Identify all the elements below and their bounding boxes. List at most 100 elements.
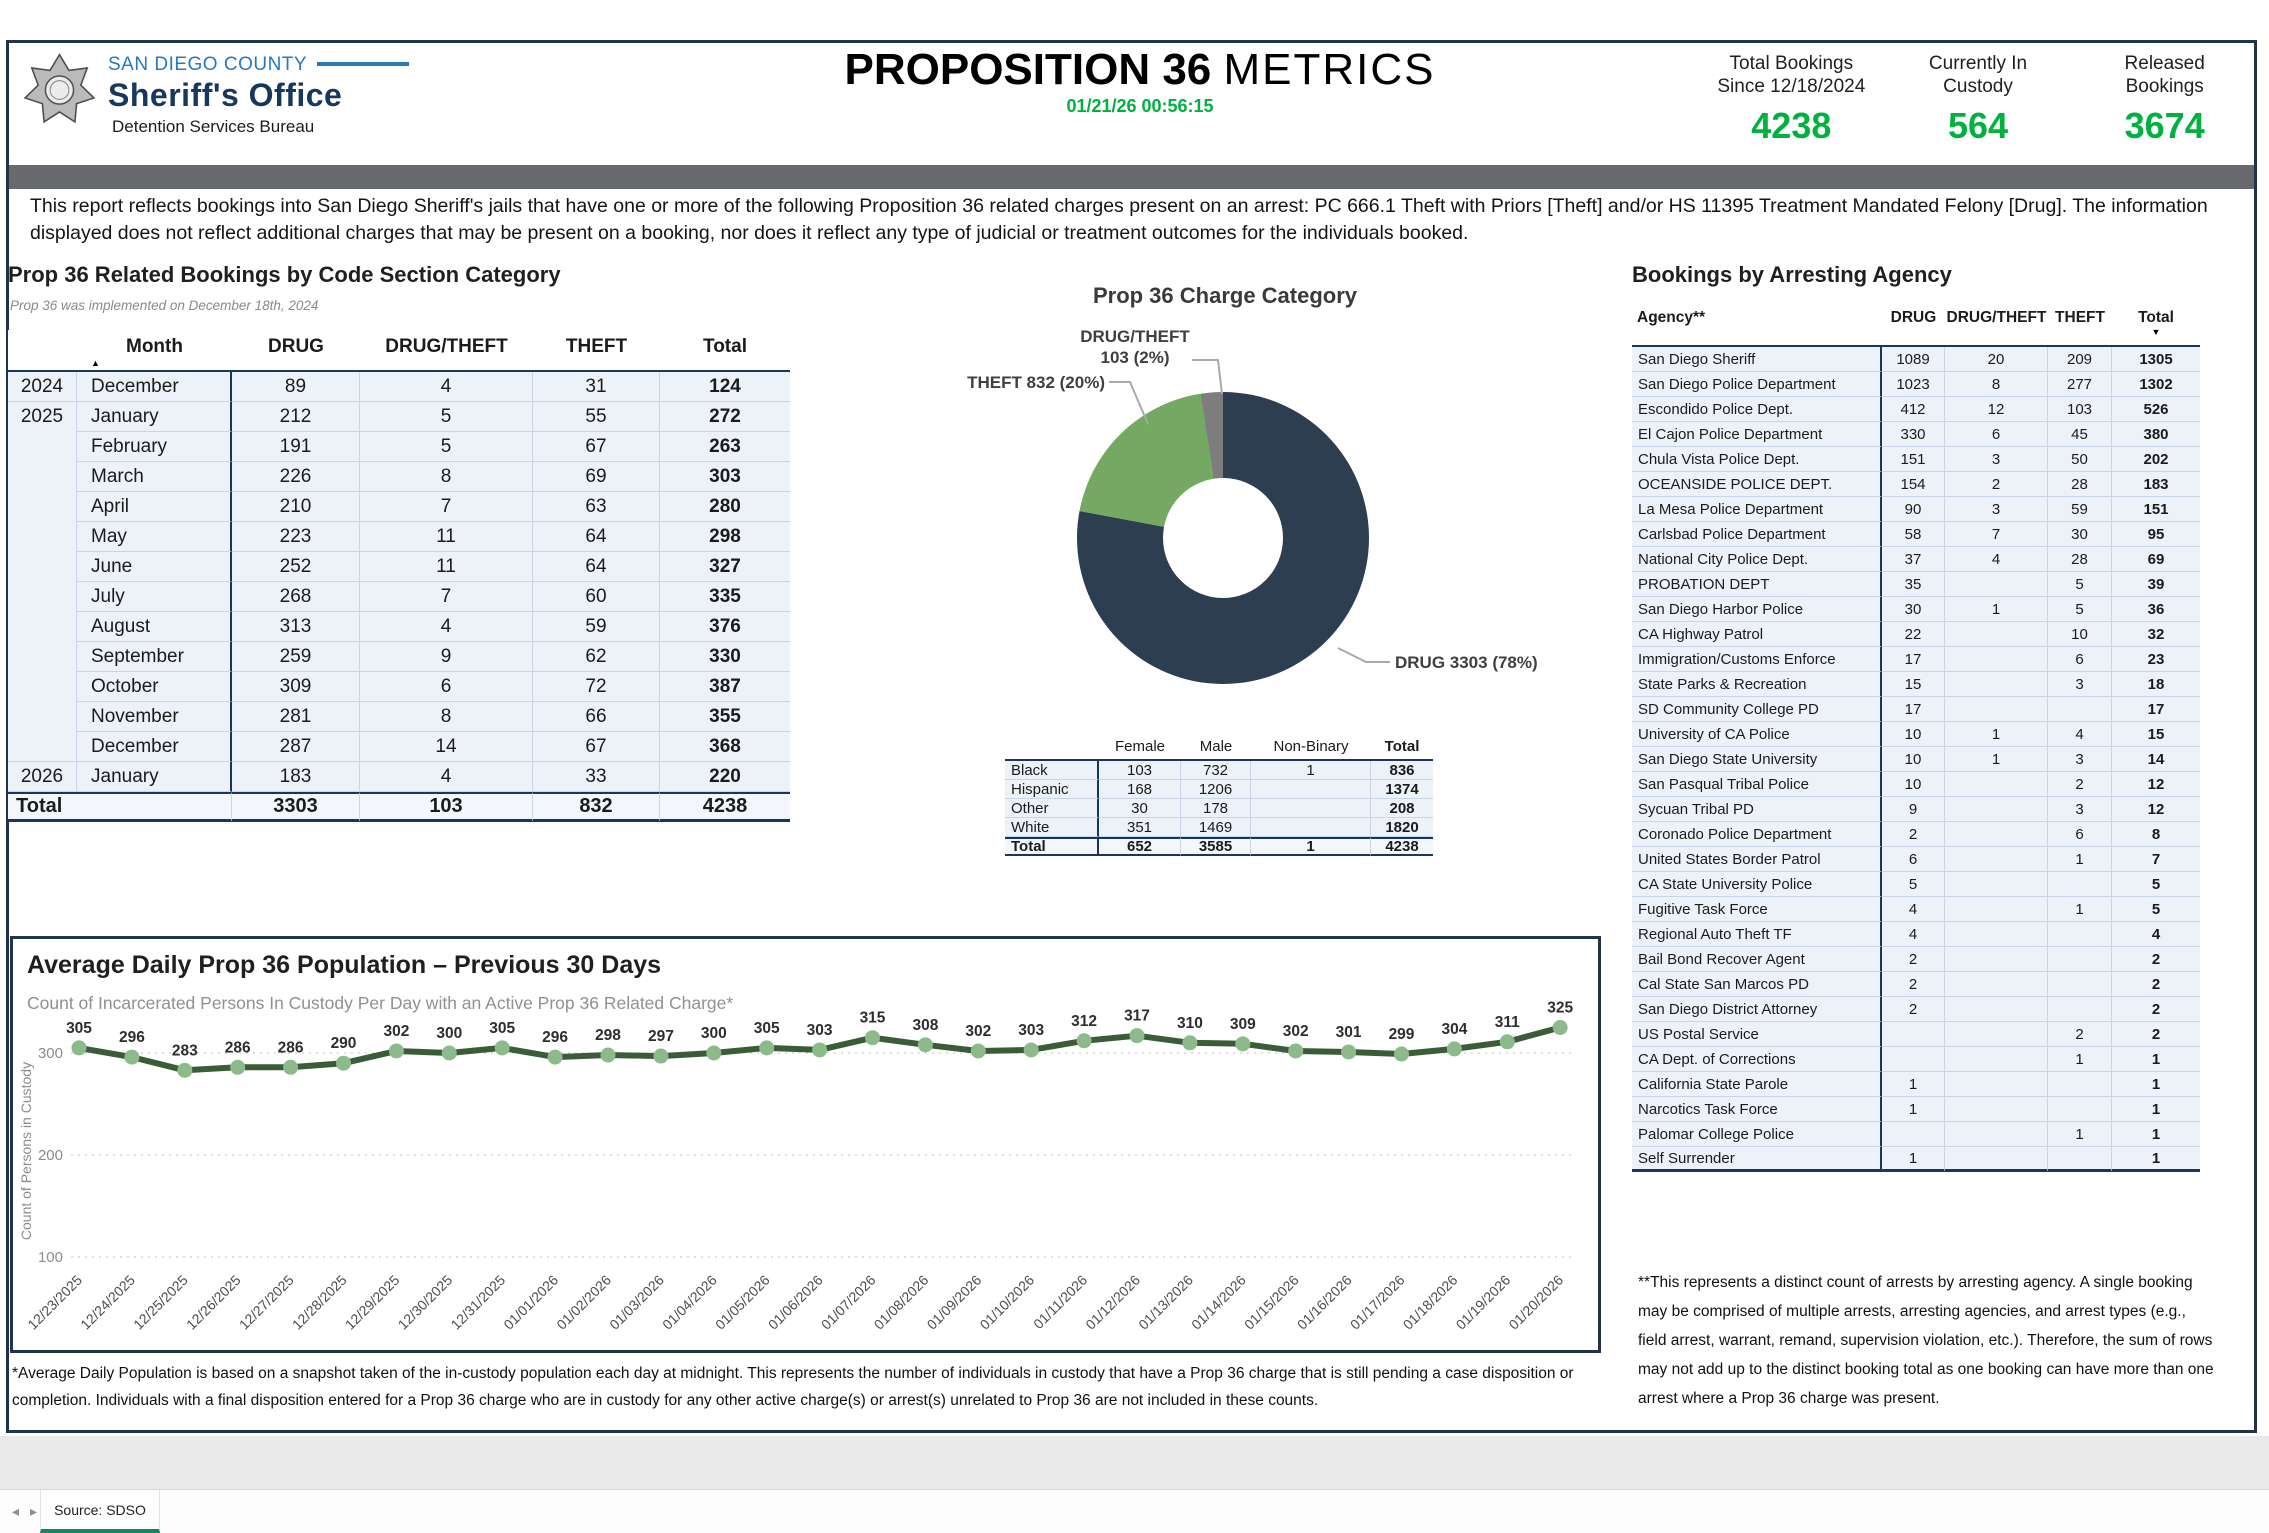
row-total-cell: 1305 (2112, 347, 2200, 372)
data-point-label: 305 (754, 1020, 780, 1037)
drug-cell: 151 (1882, 447, 1945, 472)
agency-cell: SD Community College PD (1632, 697, 1882, 722)
donut-label-drug: DRUG 3303 (78%) (1395, 653, 1538, 672)
column-header-Total[interactable]: Total ▼ (2112, 303, 2200, 347)
drug-theft-cell: 20 (1945, 347, 2048, 372)
data-point-marker (230, 1059, 246, 1075)
x-tick-label: 01/08/2026 (871, 1272, 932, 1333)
data-point-label: 283 (172, 1042, 198, 1059)
data-point-label: 296 (542, 1029, 568, 1046)
data-point-marker (336, 1055, 351, 1071)
county-text: SAN DIEGO COUNTY (108, 54, 308, 75)
drug-cell: 1 (1882, 1147, 1945, 1172)
kpi-stats: Total Bookings Since 12/18/2024 4238 Curr… (1698, 52, 2258, 147)
report-timestamp: 01/21/26 00:56:15 (1066, 96, 1214, 116)
theft-cell: 6 (2048, 822, 2112, 847)
previous-page-icon[interactable]: ◂ (12, 1503, 20, 1519)
adp-footnote: *Average Daily Population is based on a … (12, 1365, 1574, 1409)
drug-cell: 252 (232, 552, 360, 582)
drug-cell: 17 (1882, 697, 1945, 722)
data-point-label: 297 (648, 1028, 674, 1045)
total-drug-theft-cell: 103 (360, 792, 533, 822)
month-cell: March (77, 462, 232, 492)
column-header-blank (1005, 727, 1099, 761)
row-total-cell: 280 (660, 492, 790, 522)
theft-cell: 1 (2048, 847, 2112, 872)
x-tick-label: 01/06/2026 (765, 1272, 826, 1333)
theft-cell: 45 (2048, 422, 2112, 447)
theft-cell: 31 (533, 372, 660, 402)
data-point-label: 303 (807, 1022, 833, 1039)
data-point-label: 286 (278, 1039, 304, 1056)
drug-cell: 268 (232, 582, 360, 612)
drug-theft-cell: 5 (360, 432, 533, 462)
office-label: Sheriff's Office (108, 77, 343, 113)
drug-theft-cell (1945, 672, 2048, 697)
page-title-strong: PROPOSITION 36 (844, 45, 1212, 94)
column-header-label: Total (703, 336, 747, 357)
data-point-marker (1023, 1042, 1039, 1058)
row-total-cell: 368 (660, 732, 790, 762)
drug-cell: 259 (232, 642, 360, 672)
page-title-light: METRICS (1223, 45, 1436, 94)
year-cell (8, 642, 77, 672)
row-total-cell: 303 (660, 462, 790, 492)
column-header-Total: Total (660, 330, 790, 372)
row-total-cell: 124 (660, 372, 790, 402)
data-point-marker (1394, 1046, 1409, 1062)
drug-cell: 2 (1882, 947, 1945, 972)
agency-cell: San Diego State University (1632, 747, 1882, 772)
row-total-cell: 2 (2112, 1022, 2200, 1047)
theft-cell (2048, 922, 2112, 947)
agency-footnote: **This represents a distinct count of ar… (1638, 1274, 2214, 1407)
drug-cell: 5 (1882, 872, 1945, 897)
column-header-Month[interactable]: Month ▲ (77, 330, 232, 372)
agency-cell: Escondido Police Dept. (1632, 397, 1882, 422)
drug-theft-cell (1945, 1097, 2048, 1122)
drug-theft-cell (1945, 1122, 2048, 1147)
year-cell (8, 732, 77, 762)
row-total-cell: 2 (2112, 997, 2200, 1022)
x-tick-label: 01/09/2026 (924, 1272, 985, 1333)
drug-theft-cell (1945, 972, 2048, 997)
row-total-cell: 7 (2112, 847, 2200, 872)
x-tick-label: 12/27/2025 (236, 1272, 297, 1333)
drug-theft-cell: 3 (1945, 447, 2048, 472)
theft-cell: 209 (2048, 347, 2112, 372)
x-tick-label: 01/01/2026 (500, 1272, 561, 1333)
row-total-cell: 330 (660, 642, 790, 672)
total-female-cell: 652 (1099, 837, 1181, 856)
drug-cell: 1 (1882, 1072, 1945, 1097)
drug-theft-cell: 6 (360, 672, 533, 702)
theft-cell: 28 (2048, 547, 2112, 572)
data-point-marker (865, 1030, 880, 1046)
row-total-cell: 355 (660, 702, 790, 732)
logo-text-block: SAN DIEGO COUNTY Sheriff's Office Detent… (108, 54, 410, 137)
agency-table-title: Bookings by Arresting Agency (1632, 262, 1952, 287)
grand-total-cell: 4238 (660, 792, 790, 822)
x-tick-label: 01/11/2026 (1030, 1272, 1090, 1332)
next-page-icon[interactable]: ▸ (30, 1503, 38, 1519)
theft-cell: 59 (2048, 497, 2112, 522)
column-header-label: DRUG/THEFT (385, 336, 508, 357)
row-total-cell: 387 (660, 672, 790, 702)
data-point-marker (177, 1062, 193, 1078)
drug-theft-cell: 8 (360, 702, 533, 732)
row-total-cell: 8 (2112, 822, 2200, 847)
theft-cell: 1 (2048, 1047, 2112, 1072)
data-point-marker (494, 1040, 510, 1056)
drug-cell: 22 (1882, 622, 1945, 647)
data-point-label: 312 (1071, 1013, 1097, 1030)
county-line-decoration (317, 62, 410, 66)
monthly-bookings-table: Month ▲ DRUG DRUG/THEFT THEFT Total 2024 Decemb… (8, 330, 790, 822)
month-cell: July (77, 582, 232, 612)
row-total-cell: 14 (2112, 747, 2200, 772)
data-point-label: 325 (1547, 1000, 1573, 1017)
tab-source-sdso[interactable]: Source: SDSO (40, 1490, 160, 1533)
drug-cell: 10 (1882, 747, 1945, 772)
theft-cell: 50 (2048, 447, 2112, 472)
x-tick-label: 12/29/2025 (342, 1272, 403, 1333)
drug-cell: 35 (1882, 572, 1945, 597)
x-tick-label: 01/10/2026 (976, 1272, 1037, 1333)
theft-cell: 33 (533, 762, 660, 792)
